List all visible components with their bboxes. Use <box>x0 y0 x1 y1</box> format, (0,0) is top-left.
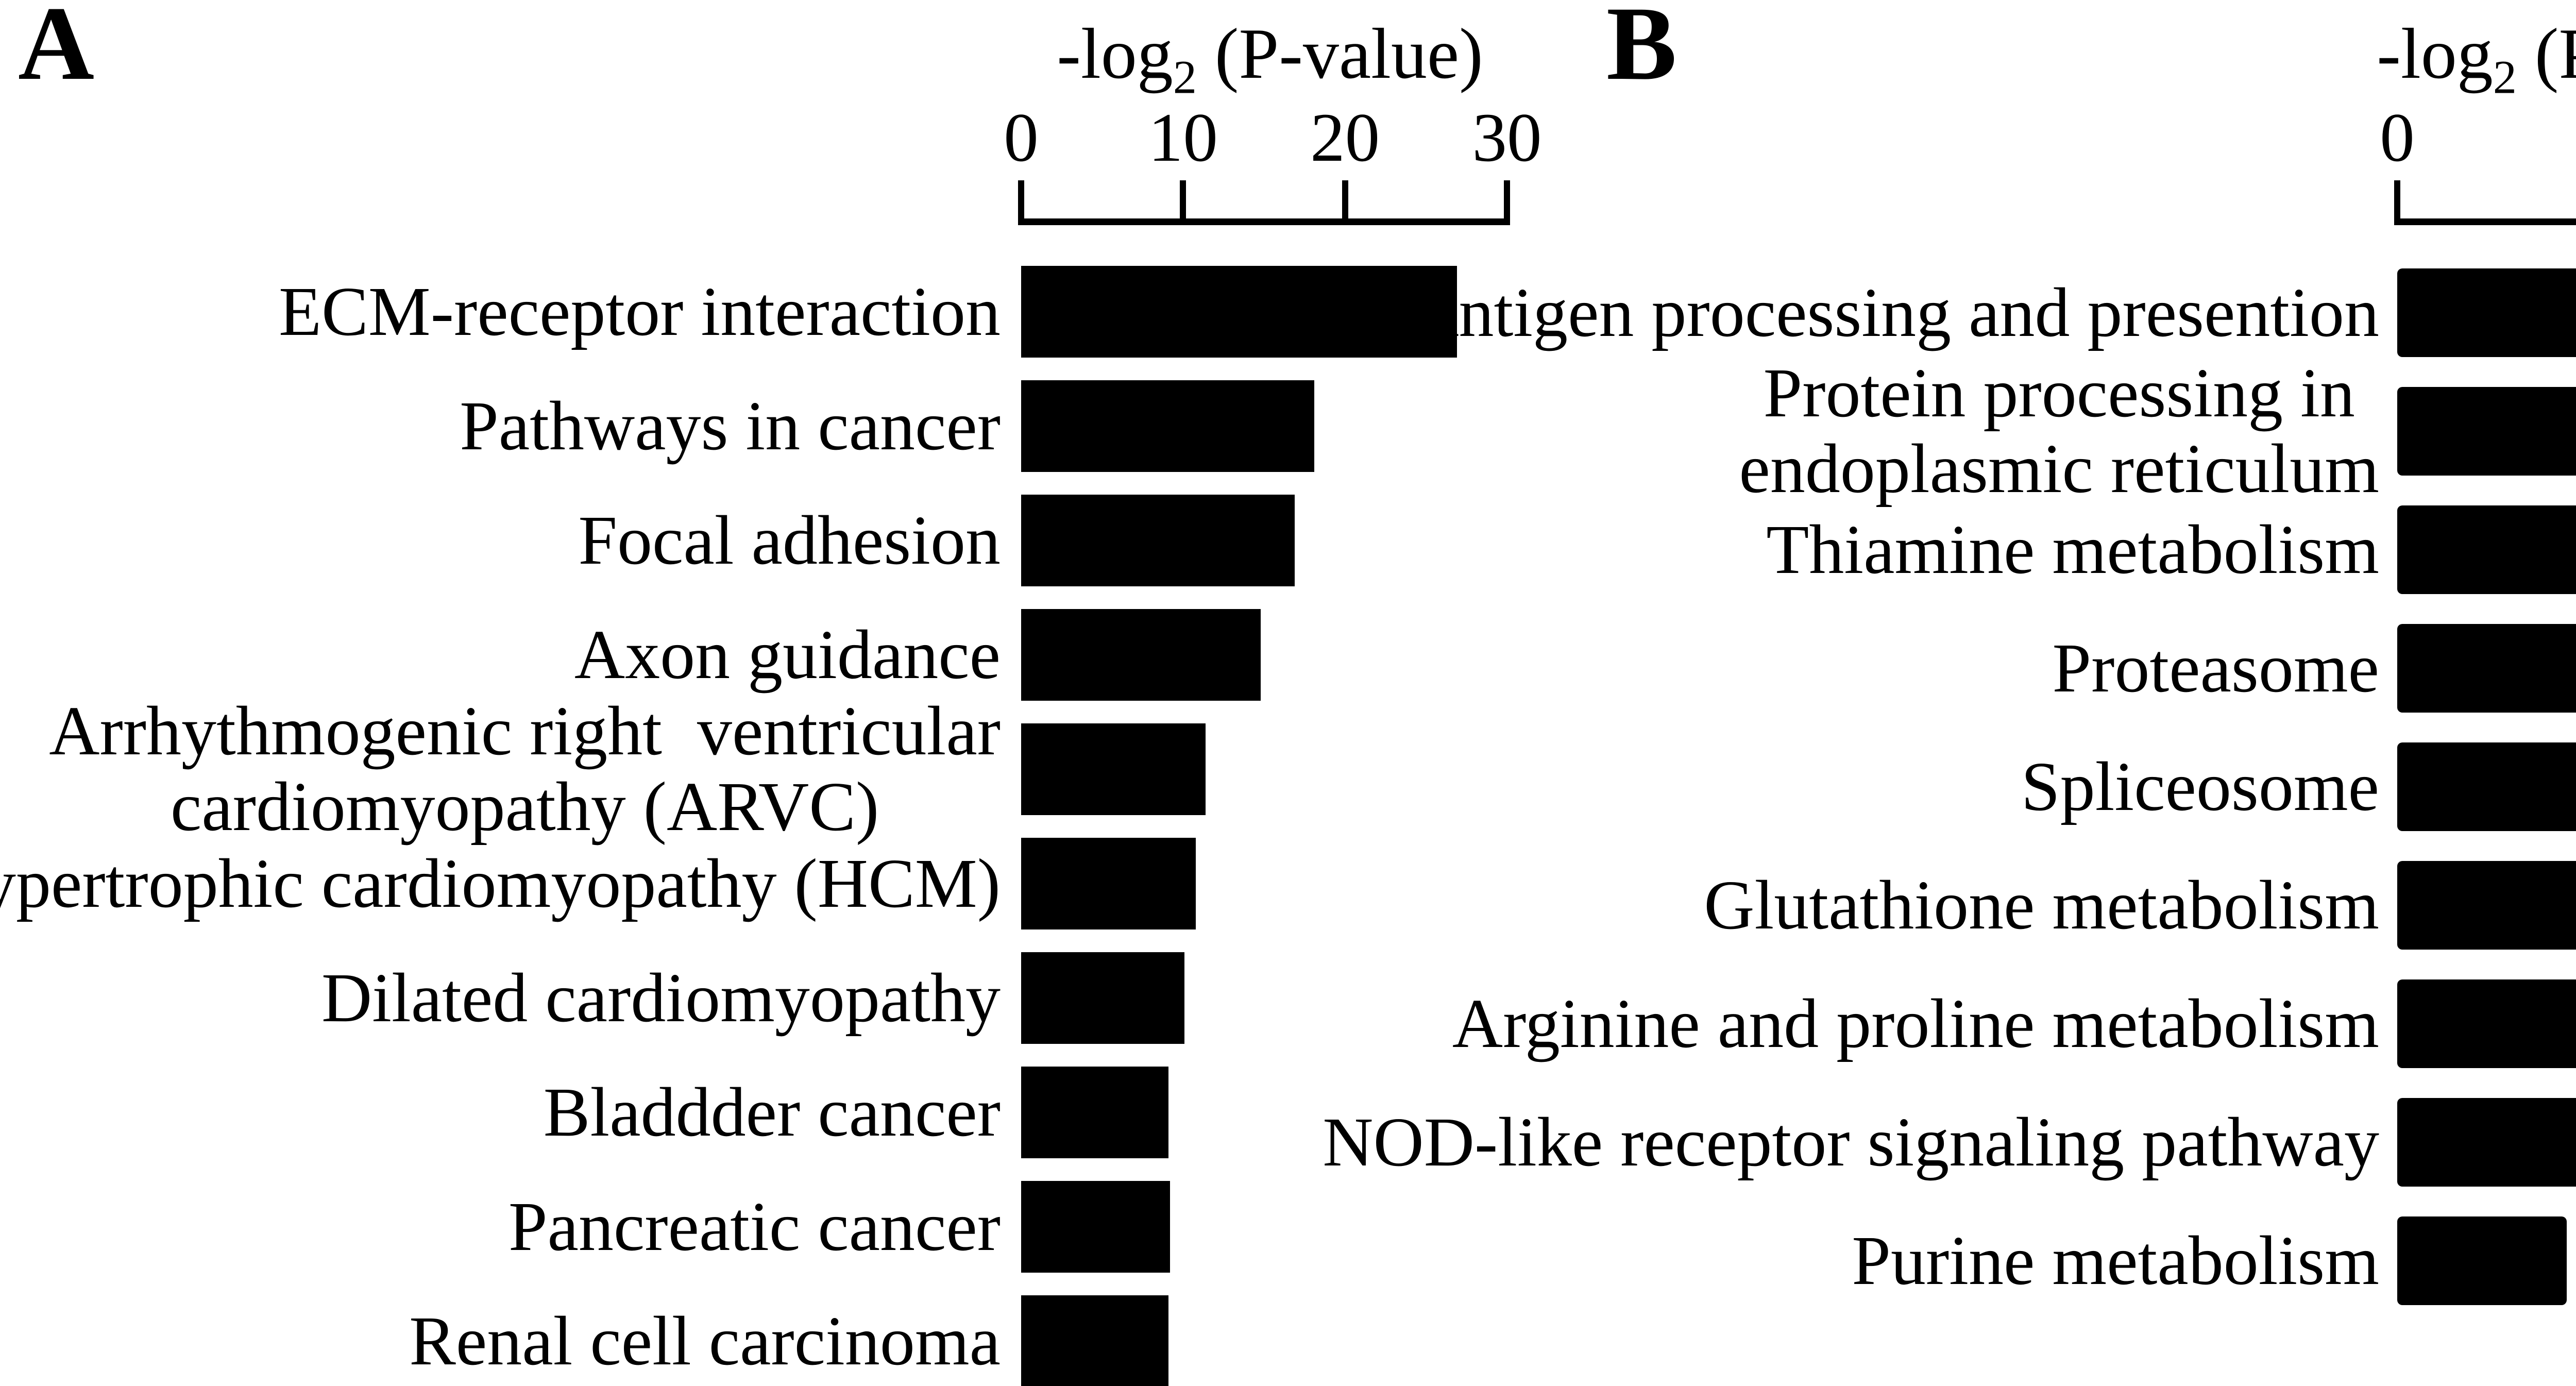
category-label-line: Protein processing in <box>1763 354 2355 432</box>
category-label: Protein processing in endoplasmic reticul… <box>1391 356 2379 507</box>
axis-line <box>2394 218 2576 225</box>
bar <box>1021 1295 1169 1386</box>
bar <box>2397 268 2576 357</box>
axis-title-prefix: -log <box>1057 14 1173 94</box>
category-label: Spliceosome <box>1391 728 2379 846</box>
category-label: Purine metabolism <box>1391 1202 2379 1320</box>
axis-tick-mark <box>1180 180 1187 219</box>
category-label-text: ECM-receptor interaction <box>279 273 1001 350</box>
bar <box>1021 495 1295 586</box>
bar <box>2397 505 2576 594</box>
bar <box>2397 979 2576 1068</box>
category-label-text: Dilated cardiomyopathy <box>321 959 1001 1037</box>
axis-title-suffix: (P-value) <box>1196 14 1483 94</box>
category-label: Renal cell carcinoma <box>10 1284 1001 1386</box>
axis-title: -log2 (P-value) <box>2126 14 2576 104</box>
category-label-text: Thiamine metabolism <box>1766 511 2379 588</box>
category-label-text: Glutathione metabolism <box>1704 866 2379 944</box>
axis-title-sub: 2 <box>2493 50 2517 104</box>
bar <box>2397 624 2576 713</box>
category-label: Glutathione metabolism <box>1391 846 2379 965</box>
axis-title-sub: 2 <box>1173 50 1197 104</box>
axis-tick-label: 0 <box>2380 99 2415 176</box>
category-label-lines: Protein processing in endoplasmic reticul… <box>1739 356 2379 507</box>
bar <box>1021 266 1457 358</box>
bar <box>1021 1181 1171 1273</box>
bar <box>2397 1216 2567 1305</box>
category-label-line: endoplasmic reticulum <box>1739 430 2379 508</box>
axis-tick-label: 0 <box>1004 99 1039 176</box>
category-label: NOD-like receptor signaling pathway <box>1323 1083 2379 1202</box>
axis-tick-mark <box>1342 180 1348 219</box>
bar <box>1021 723 1206 815</box>
axis-tick-label: 5 <box>2513 103 2576 173</box>
axis-tick-label: 30 <box>1472 99 1542 176</box>
category-label-text: Focal adhesion <box>578 501 1001 579</box>
axis-title-prefix: -log <box>2377 14 2493 94</box>
category-label: Dilated cardiomyopathy <box>10 941 1001 1055</box>
category-label-text: Arginine and proline metabolism <box>1452 985 2379 1062</box>
bar <box>1021 609 1261 701</box>
category-label-text: Purine metabolism <box>1852 1222 2379 1299</box>
category-label: Bladdder cancer <box>10 1055 1001 1170</box>
category-label-text: Spliceosome <box>2021 748 2379 825</box>
category-label-lines: Arrhythmogenic right ventricular cardiomy… <box>49 694 1001 845</box>
bar <box>1021 952 1185 1044</box>
bar <box>1021 838 1196 929</box>
bar <box>1021 380 1314 472</box>
category-label-text: Axon guidance <box>574 616 1001 694</box>
category-label-text: Pancreatic cancer <box>508 1188 1001 1265</box>
category-label: Pathways in cancer <box>10 369 1001 483</box>
category-label: Thiamine metabolism <box>1391 491 2379 609</box>
axis-tick-label: 10 <box>1148 99 1218 176</box>
category-label: Focal adhesion <box>10 483 1001 598</box>
category-label: Proteasome <box>1391 609 2379 728</box>
category-label-text: Hypertrophic cardiomyopathy (HCM) <box>0 844 1001 922</box>
category-label: ECM-receptor interaction <box>10 255 1001 369</box>
category-label: Arrhythmogenic right ventricular cardiomy… <box>10 694 1001 845</box>
category-label-line: cardiomyopathy (ARVC) <box>170 768 879 846</box>
category-label-text: Antigen processing and presention <box>1408 274 2379 351</box>
category-label: Pancreatic cancer <box>10 1170 1001 1284</box>
bar <box>2397 742 2576 831</box>
axis-title: -log2 (P-value) <box>806 14 1734 104</box>
category-label-text: Renal cell carcinoma <box>409 1302 1001 1380</box>
panel-letter: B <box>1606 0 1677 102</box>
axis-tick-mark <box>2394 180 2400 219</box>
bar <box>2397 861 2576 950</box>
axis-tick-label: 20 <box>1310 99 1380 176</box>
category-label-text: Pathways in cancer <box>460 387 1001 465</box>
bar <box>2397 387 2576 476</box>
axis-line <box>1018 218 1510 225</box>
category-label: Hypertrophic cardiomyopathy (HCM) <box>0 826 1001 941</box>
category-label-text: NOD-like receptor signaling pathway <box>1323 1103 2379 1181</box>
category-label-text: Bladdder cancer <box>543 1073 1001 1151</box>
bar <box>2397 1098 2576 1187</box>
category-label: Axon guidance <box>10 598 1001 712</box>
category-label: Antigen processing and presention <box>1391 253 2379 372</box>
category-label-text: Proteasome <box>2052 629 2379 707</box>
panel-letter: A <box>18 0 95 102</box>
category-label-line: Arrhythmogenic right ventricular <box>49 692 1001 770</box>
bar <box>1021 1067 1169 1158</box>
category-label: Arginine and proline metabolism <box>1391 965 2379 1083</box>
axis-tick-mark <box>1504 180 1510 219</box>
axis-tick-mark <box>1018 180 1024 219</box>
axis-title-suffix: (P-value) <box>2534 14 2576 94</box>
